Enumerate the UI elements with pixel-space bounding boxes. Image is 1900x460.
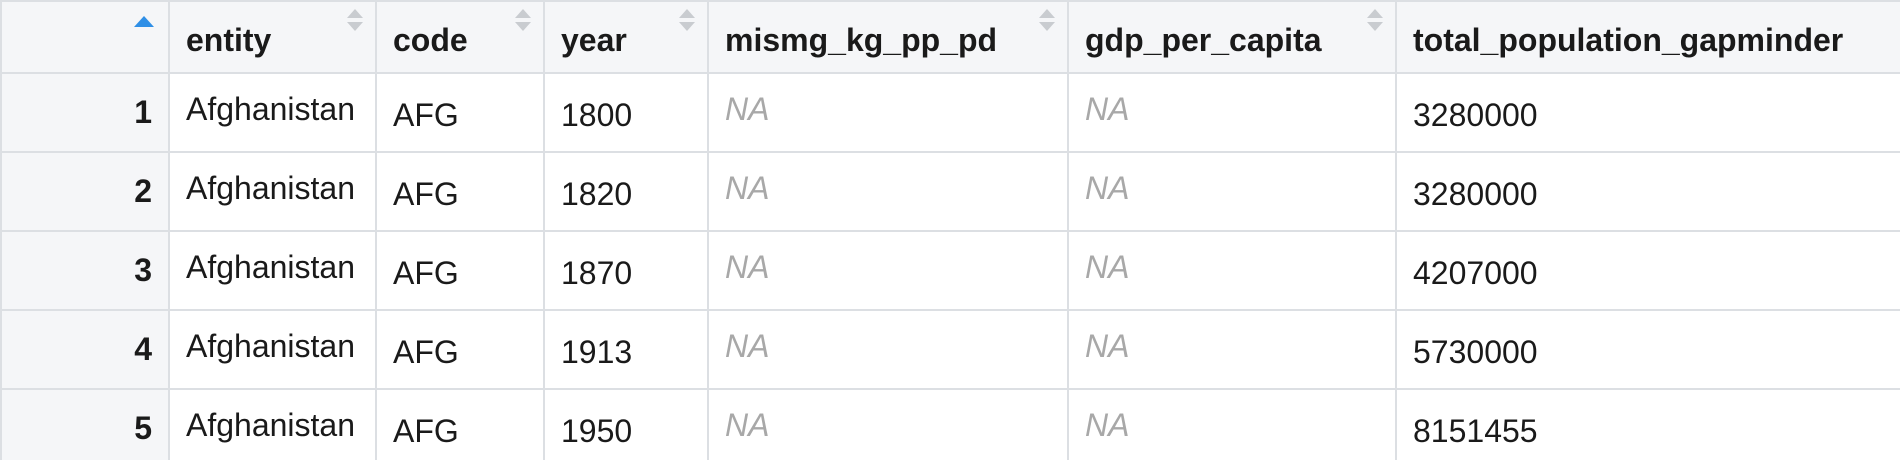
cell-year[interactable]: 1950 (543, 388, 709, 460)
cell-code[interactable]: AFG (375, 230, 545, 311)
cell-code[interactable]: AFG (375, 388, 545, 460)
sort-icon (1367, 9, 1383, 35)
cell-code[interactable]: AFG (375, 72, 545, 153)
table-row: 3 Afghanistan AFG 1870 NA NA 4207000 (0, 230, 1900, 311)
table-row: 1 Afghanistan AFG 1800 NA NA 3280000 (0, 72, 1900, 153)
column-header-row-index[interactable] (0, 0, 170, 74)
column-header-label: year (561, 21, 627, 58)
row-index: 3 (0, 230, 170, 311)
sort-icon (515, 9, 531, 35)
table-row: 5 Afghanistan AFG 1950 NA NA 8151455 (0, 388, 1900, 460)
column-header-code[interactable]: code (375, 0, 545, 74)
column-header-gdp-per-capita[interactable]: gdp_per_capita (1067, 0, 1397, 74)
cell-mismg-kg-pp-pd[interactable]: NA (707, 388, 1069, 460)
cell-entity[interactable]: Afghanistan (168, 72, 377, 153)
column-header-label: mismg_kg_pp_pd (725, 21, 998, 58)
table-row: 4 Afghanistan AFG 1913 NA NA 5730000 (0, 309, 1900, 390)
cell-mismg-kg-pp-pd[interactable]: NA (707, 72, 1069, 153)
cell-mismg-kg-pp-pd[interactable]: NA (707, 151, 1069, 232)
row-index: 4 (0, 309, 170, 390)
table-row: 2 Afghanistan AFG 1820 NA NA 3280000 (0, 151, 1900, 232)
row-index: 5 (0, 388, 170, 460)
cell-total-population[interactable]: 4207000 (1395, 230, 1900, 311)
column-header-label: entity (186, 21, 272, 58)
row-index: 1 (0, 72, 170, 153)
cell-entity[interactable]: Afghanistan (168, 388, 377, 460)
cell-gdp-per-capita[interactable]: NA (1067, 309, 1397, 390)
cell-mismg-kg-pp-pd[interactable]: NA (707, 309, 1069, 390)
cell-code[interactable]: AFG (375, 151, 545, 232)
column-header-label: gdp_per_capita (1085, 21, 1322, 58)
sort-icon (679, 9, 695, 35)
cell-total-population[interactable]: 5730000 (1395, 309, 1900, 390)
column-header-year[interactable]: year (543, 0, 709, 74)
cell-gdp-per-capita[interactable]: NA (1067, 72, 1397, 153)
column-header-label: total_population_gapminder (1413, 21, 1844, 58)
cell-year[interactable]: 1820 (543, 151, 709, 232)
cell-gdp-per-capita[interactable]: NA (1067, 151, 1397, 232)
column-header-total-population-gapminder[interactable]: total_population_gapminder (1395, 0, 1900, 74)
cell-code[interactable]: AFG (375, 309, 545, 390)
cell-total-population[interactable]: 8151455 (1395, 388, 1900, 460)
cell-mismg-kg-pp-pd[interactable]: NA (707, 230, 1069, 311)
cell-entity[interactable]: Afghanistan (168, 309, 377, 390)
column-header-entity[interactable]: entity (168, 0, 377, 74)
cell-entity[interactable]: Afghanistan (168, 151, 377, 232)
sort-icon (1039, 9, 1055, 35)
cell-year[interactable]: 1913 (543, 309, 709, 390)
cell-year[interactable]: 1870 (543, 230, 709, 311)
cell-year[interactable]: 1800 (543, 72, 709, 153)
cell-entity[interactable]: Afghanistan (168, 230, 377, 311)
column-header-label: code (393, 21, 468, 58)
cell-total-population[interactable]: 3280000 (1395, 151, 1900, 232)
sort-ascending-icon (134, 16, 154, 27)
header-row: entity code year mismg_kg_pp_pd gdp_per_… (0, 0, 1900, 74)
cell-gdp-per-capita[interactable]: NA (1067, 230, 1397, 311)
cell-gdp-per-capita[interactable]: NA (1067, 388, 1397, 460)
sort-icon (347, 9, 363, 35)
row-index: 2 (0, 151, 170, 232)
cell-total-population[interactable]: 3280000 (1395, 72, 1900, 153)
column-header-mismg-kg-pp-pd[interactable]: mismg_kg_pp_pd (707, 0, 1069, 74)
